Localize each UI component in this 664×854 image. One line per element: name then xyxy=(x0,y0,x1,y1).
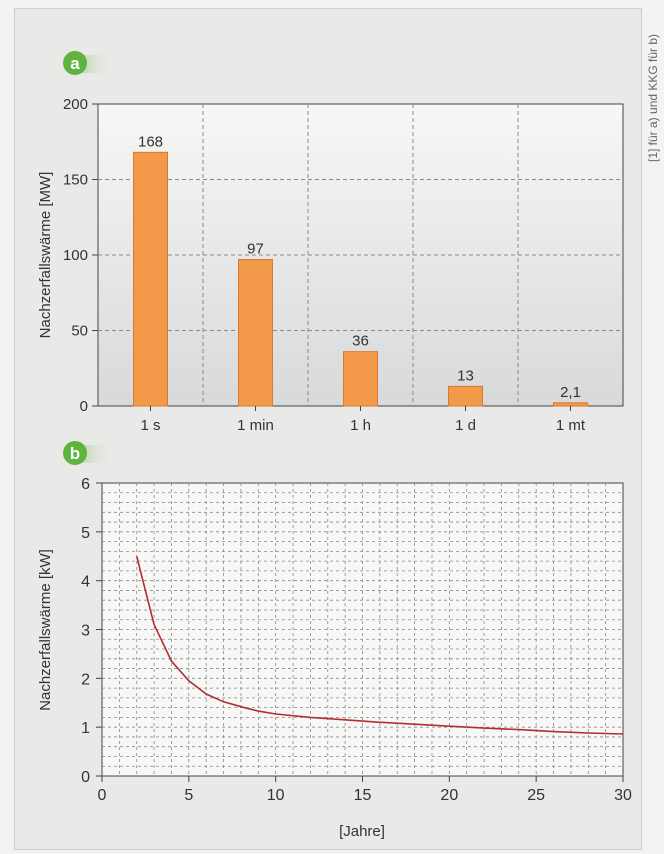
x-tick-label: 5 xyxy=(184,787,193,804)
panel-b-badge xyxy=(63,441,87,465)
y-tick-label: 150 xyxy=(63,172,88,189)
panel-b-series xyxy=(135,556,624,735)
panel-b-y-ticks: 0 1 2 3 4 5 6 xyxy=(81,476,102,786)
bar-value-label: 13 xyxy=(457,367,474,384)
panel-b: b 0 1 2 3 4 5 6 0 5 10 15 20 25 30 Nachzerfallswärme… xyxy=(37,441,632,840)
x-tick-label: 1 s xyxy=(140,417,160,434)
panel-b-label: b xyxy=(70,444,80,463)
x-tick-label: 1 h xyxy=(350,417,371,434)
y-tick-label: 3 xyxy=(81,623,90,640)
y-tick-label: 0 xyxy=(81,769,90,786)
panel-a-label: a xyxy=(70,54,80,73)
y-tick-label: 1 xyxy=(81,720,90,737)
panel-a-y-axis-label: Nachzerfallswärme [MW] xyxy=(37,172,54,339)
y-tick-label: 5 xyxy=(81,525,90,542)
panel-b-x-ticks: 0 5 10 15 20 25 30 xyxy=(98,776,632,804)
bar-value-label: 2,1 xyxy=(560,384,581,401)
x-tick-label: 10 xyxy=(267,787,285,804)
panel-a-badge xyxy=(63,51,87,75)
bar xyxy=(343,351,378,407)
bar xyxy=(133,151,168,407)
series-line xyxy=(135,556,624,735)
credit-text: [1] für a) und KKG für b) xyxy=(646,34,660,162)
bar-value-label: 36 xyxy=(352,333,369,350)
y-tick-label: 6 xyxy=(81,476,90,493)
panel-a-grid xyxy=(98,104,623,406)
panel-b-y-axis-label: Nachzerfallswärme [kW] xyxy=(37,549,54,711)
y-tick-label: 0 xyxy=(80,398,88,415)
y-tick-label: 2 xyxy=(81,671,90,688)
x-tick-label: 20 xyxy=(440,787,458,804)
x-tick-label: 25 xyxy=(527,787,545,804)
panel-a-x-ticks: 1 s 1 min 1 h 1 d 1 mt xyxy=(140,406,586,434)
bar xyxy=(553,402,588,407)
y-tick-label: 200 xyxy=(63,96,88,113)
panel-a-y-ticks: 0 50 100 150 200 xyxy=(63,96,98,415)
x-tick-label: 1 min xyxy=(237,417,274,434)
panel-b-x-axis-label: [Jahre] xyxy=(339,823,385,840)
y-tick-label: 100 xyxy=(63,247,88,264)
panel-a-bars: 168 97 36 13 2,1 xyxy=(133,133,588,407)
bar-value-label: 168 xyxy=(138,133,163,150)
y-tick-label: 50 xyxy=(71,323,88,340)
bar xyxy=(238,259,273,407)
y-tick-label: 4 xyxy=(81,574,90,591)
x-tick-label: 1 d xyxy=(455,417,476,434)
bar-value-label: 97 xyxy=(247,241,264,258)
x-tick-label: 0 xyxy=(98,787,107,804)
x-tick-label: 30 xyxy=(614,787,632,804)
x-tick-label: 15 xyxy=(354,787,372,804)
panel-b-grid xyxy=(102,483,623,776)
bar xyxy=(448,385,483,407)
x-tick-label: 1 mt xyxy=(556,417,586,434)
